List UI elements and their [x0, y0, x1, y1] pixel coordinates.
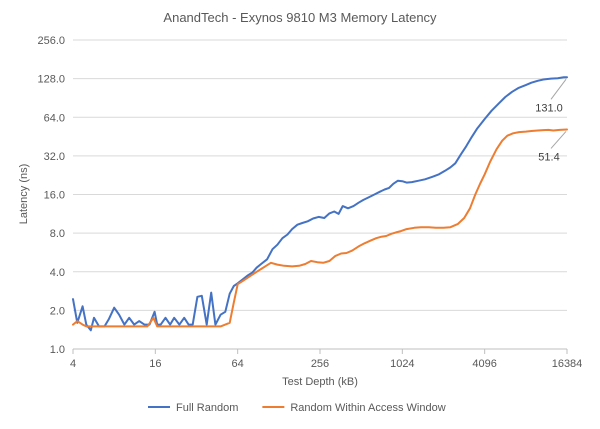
legend-entry-full-random: Full Random	[176, 402, 238, 414]
y-tick-label: 64.0	[44, 112, 65, 124]
y-tick-label: 32.0	[44, 151, 65, 163]
y-tick-label: 4.0	[50, 267, 65, 279]
x-tick-label: 1024	[390, 358, 414, 370]
x-axis-ticks: 4 16 64 256 1024 4096 16384	[70, 349, 582, 370]
y-tick-label: 2.0	[50, 305, 65, 317]
annotation-leader	[550, 131, 567, 149]
y-axis-label: Latency (ns)	[18, 164, 30, 225]
x-axis-label: Test Depth (kB)	[282, 376, 358, 388]
y-axis-ticks: 1.0 2.0 4.0 8.0 16.0 32.0 64.0 128.0 256.0	[37, 35, 65, 356]
x-tick-label: 16	[149, 358, 161, 370]
annotation-label: 131.0	[535, 102, 563, 114]
data-annotations: 131.0 51.4	[535, 79, 567, 163]
legend-entry-random-within-window: Random Within Access Window	[290, 402, 445, 414]
y-tick-label: 16.0	[44, 190, 65, 202]
y-tick-label: 256.0	[37, 35, 65, 47]
annotation-leader	[550, 79, 567, 100]
y-tick-label: 128.0	[37, 74, 65, 86]
series-lines	[72, 76, 568, 332]
x-tick-label: 4	[70, 358, 76, 370]
series-line-full-random	[72, 76, 568, 332]
annotation-label: 51.4	[538, 151, 559, 163]
gridlines	[73, 39, 567, 350]
x-tick-label: 64	[232, 358, 244, 370]
y-tick-label: 8.0	[50, 228, 65, 240]
series-line-random-within-window	[72, 128, 568, 328]
x-tick-label: 16384	[552, 358, 583, 370]
y-tick-label: 1.0	[50, 344, 65, 356]
legend: Full Random Random Within Access Window	[148, 402, 446, 414]
chart-title: AnandTech - Exynos 9810 M3 Memory Latenc…	[163, 10, 437, 25]
x-tick-label: 256	[311, 358, 329, 370]
x-tick-label: 4096	[472, 358, 496, 370]
